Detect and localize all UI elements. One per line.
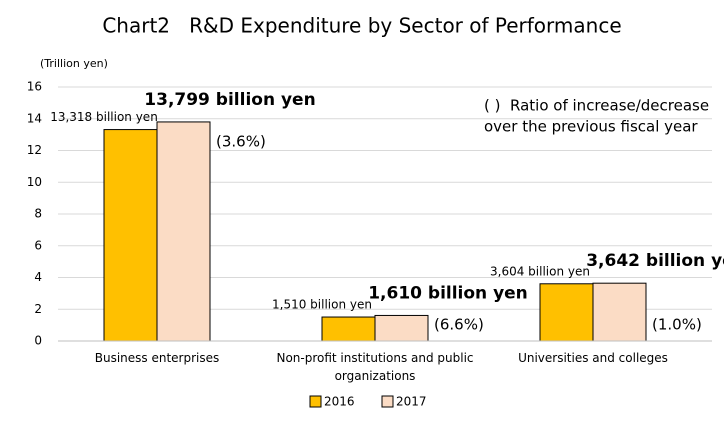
x-tick-label: Non-profit institutions and public organ… bbox=[276, 351, 474, 383]
chart-title: Chart2 R&D Expenditure by Sector of Perf… bbox=[102, 14, 621, 38]
annotation: over the previous fiscal year bbox=[484, 118, 698, 136]
bar bbox=[103, 129, 158, 342]
legend-swatch bbox=[309, 395, 322, 408]
y-tick-label: 0 bbox=[34, 334, 42, 348]
legend-swatch bbox=[381, 395, 394, 408]
y-tick-label: 12 bbox=[27, 143, 42, 157]
bar bbox=[321, 316, 376, 342]
change-label: (1.0%) bbox=[652, 316, 702, 334]
x-tick-label: Universities and colleges bbox=[518, 351, 668, 365]
y-tick-label: 2 bbox=[34, 302, 42, 316]
data-label: 13,318 billion yen bbox=[50, 110, 158, 124]
y-tick-label: 14 bbox=[27, 111, 42, 125]
data-label: 13,799 billion yen bbox=[144, 90, 315, 110]
annotation: ( ) Ratio of increase/decrease bbox=[484, 97, 709, 115]
data-label: 3,642 billion yen bbox=[586, 251, 724, 271]
y-tick-label: 8 bbox=[34, 207, 42, 221]
data-label: 3,604 billion yen bbox=[490, 264, 590, 278]
y-tick-label: 6 bbox=[34, 238, 42, 252]
y-axis-label: (Trillion yen) bbox=[40, 57, 108, 70]
y-tick-label: 16 bbox=[27, 80, 42, 94]
y-tick-label: 4 bbox=[34, 270, 42, 284]
bar bbox=[374, 314, 429, 342]
change-label: (3.6%) bbox=[216, 132, 266, 150]
data-label: 1,610 billion yen bbox=[368, 283, 528, 303]
x-tick-label: Business enterprises bbox=[94, 351, 220, 365]
legend-label: 2017 bbox=[396, 395, 427, 409]
bar bbox=[156, 121, 211, 342]
y-tick-label: 10 bbox=[27, 175, 42, 189]
bar bbox=[592, 282, 647, 342]
legend-label: 2016 bbox=[324, 395, 355, 409]
change-label: (6.6%) bbox=[434, 316, 484, 334]
bar bbox=[539, 283, 594, 342]
data-label: 1,510 billion yen bbox=[272, 298, 372, 312]
